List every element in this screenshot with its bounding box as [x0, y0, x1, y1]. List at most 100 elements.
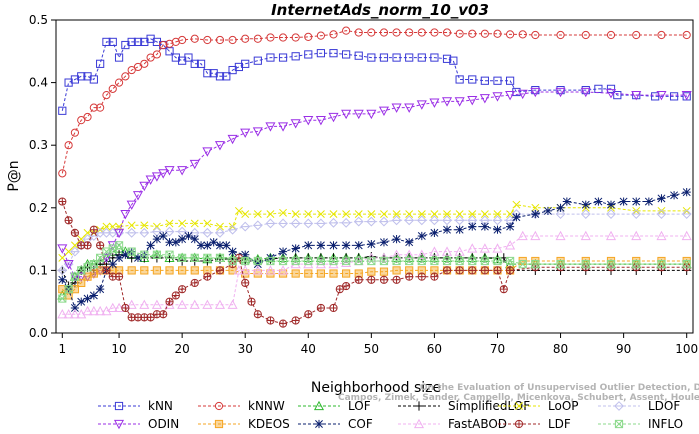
data-point	[328, 112, 339, 123]
legend-label: kNNW	[248, 399, 285, 413]
data-point	[493, 29, 502, 38]
data-point	[606, 260, 616, 269]
data-point	[416, 215, 427, 226]
data-point	[669, 191, 679, 200]
data-point	[581, 30, 590, 40]
data-point	[152, 250, 162, 259]
data-point	[121, 303, 130, 313]
data-point	[278, 218, 288, 229]
data-point	[177, 226, 188, 237]
data-point	[76, 272, 87, 282]
data-point	[189, 299, 200, 309]
data-point	[517, 230, 528, 241]
data-point	[291, 210, 300, 219]
data-point	[64, 141, 73, 150]
data-point	[581, 200, 590, 209]
data-point	[227, 134, 238, 145]
data-point	[493, 210, 502, 219]
data-point	[291, 52, 300, 61]
data-point	[146, 241, 155, 250]
data-point	[455, 75, 464, 84]
data-point	[70, 241, 79, 250]
data-point	[178, 253, 187, 262]
legend-marker	[113, 419, 125, 430]
data-point	[77, 116, 86, 125]
data-point	[353, 216, 364, 227]
x-tick-label: 20	[174, 342, 189, 356]
data-point	[657, 30, 666, 40]
data-point	[227, 224, 238, 235]
data-point	[215, 227, 225, 238]
data-point	[279, 208, 288, 217]
data-point	[146, 53, 155, 62]
data-point	[555, 87, 566, 98]
data-point	[159, 40, 168, 50]
data-point	[632, 260, 641, 269]
data-point	[120, 209, 131, 220]
data-point	[303, 116, 314, 126]
data-point	[392, 28, 401, 37]
data-point	[108, 84, 117, 93]
data-point	[184, 231, 193, 241]
data-point	[304, 210, 313, 219]
x-tick-label: 100	[675, 342, 698, 356]
data-point	[467, 96, 478, 106]
data-point	[354, 210, 363, 219]
data-point	[70, 246, 80, 257]
data-point	[468, 75, 477, 84]
data-point	[366, 216, 377, 227]
data-point	[342, 256, 351, 266]
data-point	[681, 209, 692, 219]
data-point	[442, 266, 452, 275]
data-point	[505, 222, 515, 231]
data-point	[405, 256, 414, 266]
data-point	[392, 266, 401, 275]
data-point	[606, 30, 616, 40]
data-point	[518, 260, 527, 269]
legend: kNN kNNW LOF SimplifiedLOF LoOP LDOF ODIN KDEOS…	[98, 399, 683, 431]
data-point	[202, 227, 213, 238]
data-point	[253, 34, 262, 43]
data-point	[222, 72, 231, 81]
data-point	[505, 30, 515, 39]
data-point	[480, 29, 489, 38]
legend-marker	[414, 401, 424, 411]
x-tick-label: 10	[111, 342, 126, 356]
data-point	[681, 230, 692, 241]
data-point	[114, 302, 125, 313]
legend-item-ldf: LDF	[498, 417, 571, 431]
data-point	[203, 219, 212, 228]
legend-label: INFLO	[648, 417, 683, 431]
data-point	[606, 84, 616, 93]
data-point	[291, 269, 300, 278]
data-point	[140, 59, 149, 68]
legend-label: LDF	[548, 417, 571, 431]
data-point	[64, 247, 73, 256]
data-point	[328, 217, 339, 228]
legend-item-knn: kNN	[98, 399, 173, 413]
data-point	[114, 241, 124, 250]
x-tick-label: 60	[427, 342, 442, 356]
data-point	[342, 241, 351, 250]
data-point	[455, 266, 464, 275]
data-point	[379, 238, 389, 247]
data-point	[70, 228, 80, 237]
data-point	[63, 308, 74, 319]
data-point	[379, 256, 389, 266]
data-point	[196, 59, 206, 68]
plot-area	[57, 26, 692, 328]
data-point	[367, 267, 376, 276]
data-point	[656, 230, 667, 241]
data-point	[126, 227, 137, 238]
data-point	[241, 250, 250, 259]
data-point	[203, 35, 212, 45]
data-point	[405, 210, 414, 219]
y-tick-label: 0.4	[29, 76, 48, 90]
data-point	[178, 235, 187, 244]
data-point	[455, 29, 464, 38]
data-point	[430, 256, 439, 266]
data-point	[152, 222, 161, 231]
data-point	[121, 72, 130, 81]
data-point	[178, 266, 187, 275]
